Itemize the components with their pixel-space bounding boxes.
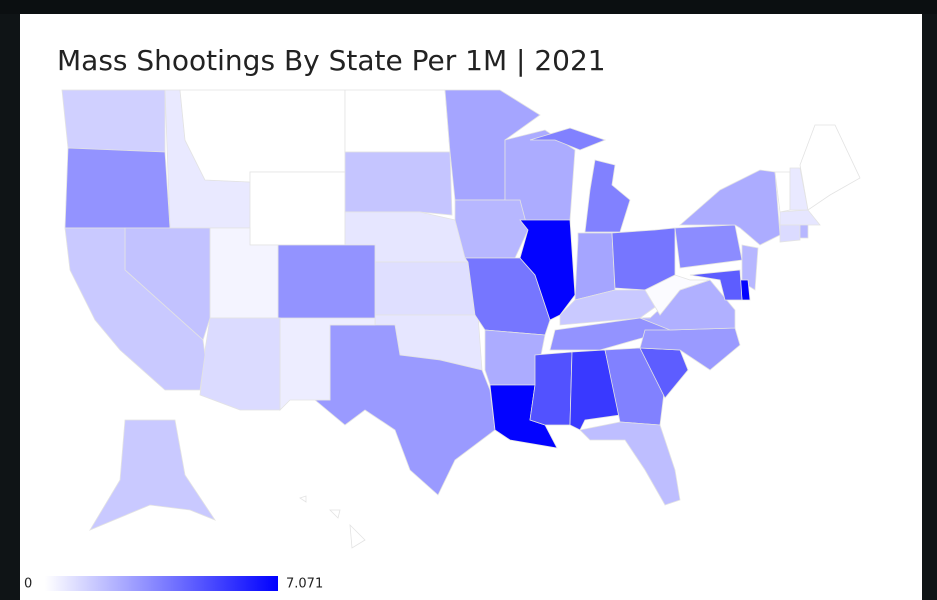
legend-min-label: 0 (24, 577, 32, 592)
state (529, 351, 573, 426)
window-bar (0, 0, 937, 14)
state (199, 317, 281, 411)
state (454, 199, 529, 259)
state (277, 244, 376, 319)
legend-max-label: 7.071 (286, 577, 323, 592)
state (64, 147, 171, 229)
state (374, 261, 476, 316)
state (689, 269, 743, 301)
state (299, 495, 366, 549)
state (529, 127, 631, 233)
state (344, 89, 451, 153)
state (674, 224, 743, 269)
state (519, 219, 576, 321)
state (64, 227, 206, 391)
state (799, 224, 809, 239)
state (574, 232, 616, 301)
state (579, 421, 681, 506)
state (279, 317, 376, 411)
chart-title: Mass Shootings By State Per 1M | 2021 (57, 44, 606, 77)
legend-gradient (45, 576, 278, 591)
state (344, 151, 453, 216)
state (61, 89, 166, 153)
state (799, 124, 861, 211)
state (639, 327, 741, 371)
state (779, 209, 821, 226)
map (61, 89, 861, 549)
state (179, 89, 346, 183)
state (741, 244, 759, 291)
state (779, 224, 801, 243)
state (313, 324, 496, 496)
state (89, 419, 217, 531)
state (644, 274, 711, 316)
state (249, 171, 346, 246)
